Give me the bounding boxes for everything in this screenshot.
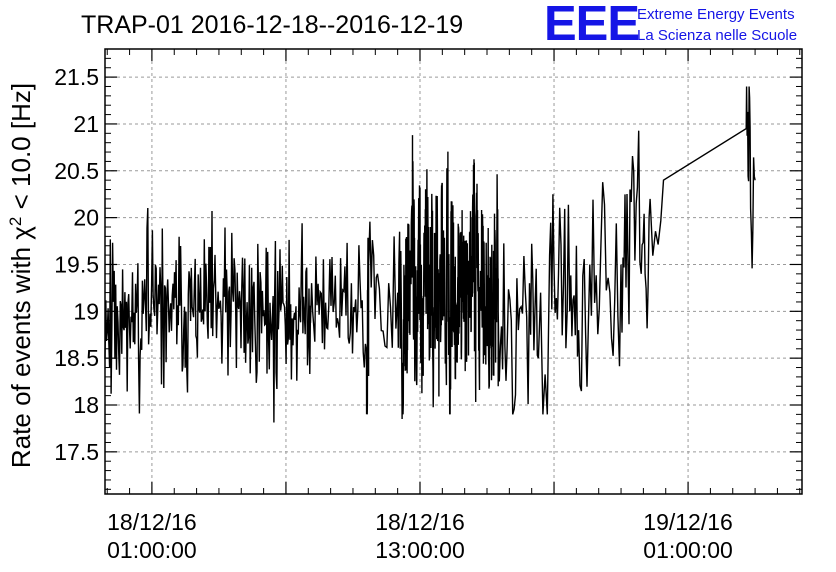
rate-series-line <box>104 86 756 423</box>
x-tick-label-time: 13:00:00 <box>375 537 465 563</box>
x-tick-label-time: 01:00:00 <box>107 537 197 563</box>
y-tick-label: 20.5 <box>54 158 99 184</box>
y-tick-label: 17.5 <box>54 439 99 465</box>
plot-frame <box>104 48 803 495</box>
x-tick-label-date: 18/12/16 <box>107 509 197 535</box>
series-layer <box>104 86 756 423</box>
y-axis-label-suffix: < 10.0 [Hz] <box>6 83 36 217</box>
logo-line-1: Extreme Energy Events <box>637 6 795 23</box>
y-axis-label-prefix: Rate of events with χ <box>6 226 36 468</box>
chart-title: TRAP-01 2016-12-18--2016-12-19 <box>81 11 463 39</box>
y-axis-label: Rate of events with χ2 < 10.0 [Hz] <box>6 83 37 468</box>
y-tick-label: 18 <box>73 392 99 418</box>
y-tick-label: 18.5 <box>54 345 99 371</box>
y-tick-label: 19 <box>73 298 99 324</box>
logo-mark: EEE <box>544 0 639 51</box>
x-tick-label-date: 19/12/16 <box>643 509 733 535</box>
y-axis-label-sup: 2 <box>6 217 25 226</box>
tick-labels: 17.51818.51919.52020.52121.518/12/1601:0… <box>54 64 733 563</box>
y-tick-label: 21.5 <box>54 64 99 90</box>
x-tick-label-date: 18/12/16 <box>375 509 465 535</box>
eee-logo: EEE Extreme Energy Events La Scienza nel… <box>544 0 797 51</box>
y-tick-label: 21 <box>73 111 99 137</box>
y-tick-label: 20 <box>73 205 99 231</box>
logo-line-2: La Scienza nelle Scuole <box>637 27 797 44</box>
y-tick-label: 19.5 <box>54 251 99 277</box>
axes <box>104 48 803 495</box>
x-tick-label-time: 01:00:00 <box>643 537 733 563</box>
